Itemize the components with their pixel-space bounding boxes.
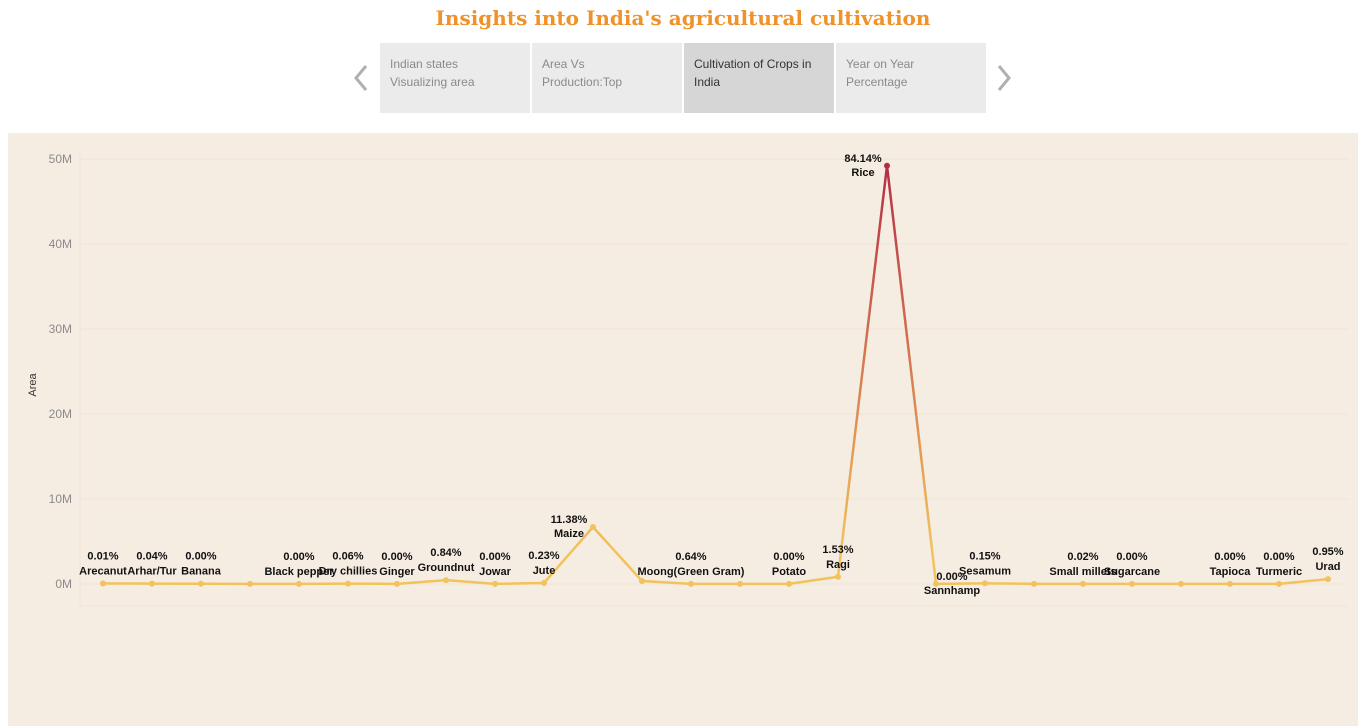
data-label: 11.38%: [551, 514, 588, 526]
tab-label-line2: Visualizing area: [390, 75, 475, 89]
chart-area: Area 0M 10M 20M 30M 40M 50M 0.01% Arecanut 0.04…: [8, 133, 1358, 726]
y-tick-label: 20M: [49, 407, 72, 421]
data-point[interactable]: [982, 580, 988, 587]
data-label: 0.00%: [381, 551, 412, 563]
tab-label-line1: Area Vs: [542, 57, 585, 71]
data-point[interactable]: [1276, 580, 1282, 587]
data-label: Black pepper: [264, 566, 334, 578]
data-label: 0.15%: [969, 550, 1000, 562]
data-label: Sugarcane: [1104, 566, 1160, 578]
data-label: 0.00%: [1214, 551, 1245, 563]
data-point[interactable]: [100, 580, 106, 587]
data-point[interactable]: [884, 162, 890, 169]
data-label: Sannhamp: [924, 585, 981, 597]
data-label: 1.53%: [822, 544, 853, 556]
data-point[interactable]: [639, 578, 645, 585]
data-label: Dry chillies: [319, 566, 378, 578]
tab-area-vs-production[interactable]: Area Vs Production:Top: [532, 43, 682, 113]
data-label: Jowar: [479, 566, 512, 578]
data-label: Small millets: [1049, 566, 1116, 578]
data-point[interactable]: [1227, 580, 1233, 587]
data-point[interactable]: [247, 580, 253, 587]
data-point[interactable]: [737, 580, 743, 587]
data-point[interactable]: [835, 573, 841, 580]
data-point[interactable]: [345, 580, 351, 587]
series-line: [102, 165, 1329, 586]
data-label: Turmeric: [1256, 566, 1302, 578]
tab-label-line2: Percentage: [846, 75, 908, 89]
page-title: Insights into India's agricultural culti…: [435, 6, 931, 30]
line-chart: Area 0M 10M 20M 30M 40M 50M 0.01% Arecanut 0.04…: [27, 152, 1348, 607]
tab-label-line1: Indian states: [390, 57, 459, 71]
data-label: 0.00%: [773, 551, 804, 563]
data-label: 0.00%: [479, 551, 510, 563]
data-point[interactable]: [492, 580, 498, 587]
data-label: Sesamum: [959, 565, 1011, 577]
data-label: Arecanut: [79, 565, 127, 577]
data-label: Maize: [554, 528, 584, 540]
area-series: [100, 162, 1331, 587]
tab-cultivation-of-crops[interactable]: Cultivation of Crops in India: [684, 43, 834, 113]
data-point[interactable]: [786, 580, 792, 587]
data-labels: 0.01% Arecanut 0.04% Arhar/Tur 0.00% Banana 0.…: [79, 153, 1344, 597]
data-point[interactable]: [198, 580, 204, 587]
data-label: 0.84%: [430, 547, 461, 559]
data-label: 0.00%: [283, 551, 314, 563]
data-point[interactable]: [1325, 576, 1331, 583]
y-tick-label: 0M: [55, 577, 72, 591]
data-label: 0.02%: [1067, 551, 1098, 563]
data-label: 0.00%: [936, 571, 967, 583]
data-label: Rice: [851, 167, 874, 179]
gridlines: [79, 153, 1348, 607]
y-tick-label: 30M: [49, 322, 72, 336]
data-label: 0.23%: [528, 550, 559, 562]
data-point[interactable]: [296, 580, 302, 587]
data-point[interactable]: [394, 580, 400, 587]
chevron-left-icon[interactable]: [350, 62, 374, 94]
data-label: 0.01%: [87, 550, 118, 562]
data-point[interactable]: [443, 577, 449, 584]
data-label: Jute: [533, 565, 556, 577]
tab-label-line2: Production:Top: [542, 75, 623, 89]
y-axis-ticks: 0M 10M 20M 30M 40M 50M: [49, 152, 72, 591]
data-label: 0.00%: [1116, 551, 1147, 563]
y-tick-label: 10M: [49, 492, 72, 506]
data-label: Moong(Green Gram): [638, 566, 745, 578]
tab-label-line1: Year on Year: [846, 57, 915, 71]
chevron-right-icon[interactable]: [991, 62, 1015, 94]
data-point[interactable]: [1129, 580, 1135, 587]
data-point[interactable]: [1178, 580, 1184, 587]
data-label: 0.06%: [332, 551, 363, 563]
data-label: Urad: [1315, 561, 1340, 573]
data-label: Ragi: [826, 559, 850, 571]
data-point[interactable]: [541, 579, 547, 586]
data-label: 0.64%: [675, 551, 706, 563]
tab-label-line1: Cultivation of Crops in: [694, 57, 812, 71]
tab-label-line2: India: [694, 75, 721, 89]
data-label: 0.95%: [1312, 546, 1343, 558]
data-label: 0.04%: [136, 551, 167, 563]
data-label: Groundnut: [418, 562, 475, 574]
data-point[interactable]: [1080, 580, 1086, 587]
data-label: Ginger: [379, 566, 415, 578]
y-axis-label: Area: [27, 373, 39, 397]
data-label: Tapioca: [1210, 566, 1252, 578]
data-label: 84.14%: [844, 153, 882, 165]
tab-year-on-year[interactable]: Year on Year Percentage: [836, 43, 986, 113]
data-point[interactable]: [933, 580, 939, 587]
data-point[interactable]: [1031, 580, 1037, 587]
data-label: 0.00%: [1263, 551, 1294, 563]
data-point[interactable]: [149, 580, 155, 587]
tab-indian-states[interactable]: Indian states Visualizing area: [380, 43, 530, 113]
data-point[interactable]: [590, 524, 596, 531]
y-tick-label: 50M: [49, 152, 72, 166]
data-label: Arhar/Tur: [127, 566, 177, 578]
data-label: Banana: [181, 566, 222, 578]
data-point[interactable]: [688, 580, 694, 587]
data-label: Potato: [772, 566, 807, 578]
story-navigator: Indian states Visualizing area Area Vs P…: [380, 43, 986, 113]
y-tick-label: 40M: [49, 237, 72, 251]
data-label: 0.00%: [185, 551, 216, 563]
